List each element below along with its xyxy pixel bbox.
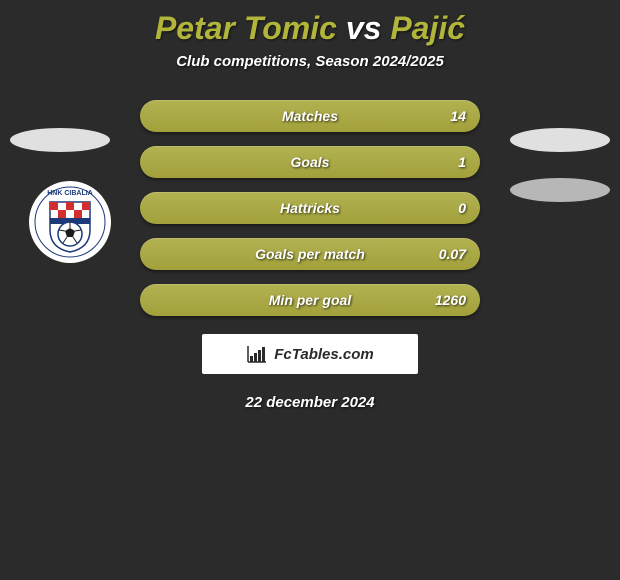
stat-row-goals: Goals 1: [140, 146, 480, 178]
footer-brand-box: FcTables.com: [202, 334, 418, 374]
subtitle: Club competitions, Season 2024/2025: [0, 53, 620, 70]
stat-value: 1: [458, 146, 466, 178]
bar-chart-icon: [246, 344, 268, 364]
stat-value: 0: [458, 192, 466, 224]
stat-row-goals-per-match: Goals per match 0.07: [140, 238, 480, 270]
stat-label: Goals per match: [140, 238, 480, 270]
footer-brand-text: FcTables.com: [274, 346, 373, 363]
stat-value: 0.07: [439, 238, 466, 270]
date-text: 22 december 2024: [0, 394, 620, 411]
player1-name: Petar Tomic: [155, 10, 337, 46]
stat-row-matches: Matches 14: [140, 100, 480, 132]
stat-row-min-per-goal: Min per goal 1260: [140, 284, 480, 316]
stat-value: 1260: [435, 284, 466, 316]
stat-value: 14: [450, 100, 466, 132]
stat-row-hattricks: Hattricks 0: [140, 192, 480, 224]
stat-label: Goals: [140, 146, 480, 178]
stat-label: Hattricks: [140, 192, 480, 224]
stat-label: Min per goal: [140, 284, 480, 316]
vs-text: vs: [346, 10, 382, 46]
player2-name: Pajić: [390, 10, 465, 46]
stat-label: Matches: [140, 100, 480, 132]
comparison-title: Petar Tomic vs Pajić: [0, 0, 620, 53]
stats-bars: Matches 14 Goals 1 Hattricks 0 Goals per…: [0, 100, 620, 316]
